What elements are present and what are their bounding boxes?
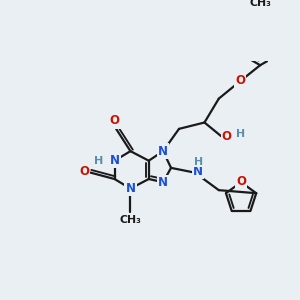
Text: O: O <box>79 165 89 178</box>
Text: N: N <box>110 154 119 167</box>
Text: H: H <box>94 156 103 166</box>
Text: CH₃: CH₃ <box>119 215 141 225</box>
Text: O: O <box>236 175 246 188</box>
Text: H: H <box>194 157 203 166</box>
Text: N: N <box>158 145 168 158</box>
Text: O: O <box>235 74 245 87</box>
Text: O: O <box>110 114 119 128</box>
Text: CH₃: CH₃ <box>249 0 271 8</box>
Text: N: N <box>158 176 168 189</box>
Text: O: O <box>222 130 232 143</box>
Text: N: N <box>125 182 135 195</box>
Text: H: H <box>236 129 245 140</box>
Text: N: N <box>193 165 203 178</box>
